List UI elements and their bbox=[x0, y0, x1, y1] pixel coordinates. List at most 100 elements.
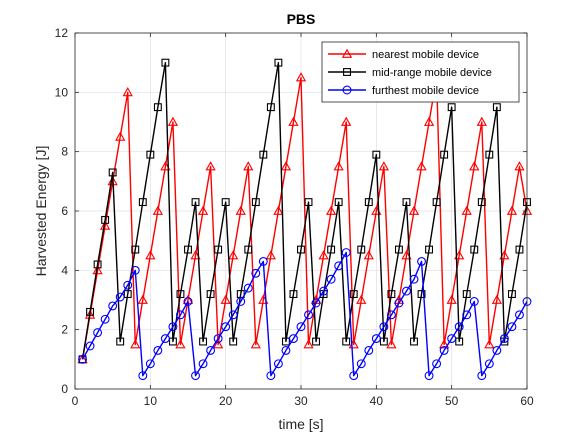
data-point-2 bbox=[78, 354, 87, 364]
series-2 bbox=[78, 248, 532, 381]
legend-label: furthest mobile device bbox=[372, 85, 479, 97]
data-point-1 bbox=[477, 198, 486, 207]
data-point-2 bbox=[198, 359, 208, 369]
data-point-2 bbox=[371, 334, 381, 344]
data-point-1 bbox=[342, 337, 351, 346]
data-point-2 bbox=[145, 359, 155, 369]
data-point-2 bbox=[243, 283, 253, 293]
data-point-0 bbox=[295, 72, 307, 82]
legend-label: nearest mobile device bbox=[372, 49, 479, 61]
data-point-1 bbox=[364, 198, 373, 207]
data-point-1 bbox=[357, 245, 366, 254]
data-point-2 bbox=[477, 371, 487, 381]
data-point-2 bbox=[326, 274, 336, 284]
data-point-0 bbox=[145, 250, 156, 260]
data-point-2 bbox=[206, 345, 216, 355]
data-point-1 bbox=[372, 150, 381, 159]
data-point-0 bbox=[235, 205, 246, 215]
data-point-2 bbox=[364, 345, 374, 355]
data-point-0 bbox=[363, 250, 374, 260]
legend-swatch-marker bbox=[343, 68, 351, 76]
data-point-1 bbox=[123, 290, 132, 299]
data-point-0 bbox=[356, 294, 367, 304]
data-point-0 bbox=[378, 161, 390, 171]
data-point-1 bbox=[93, 260, 102, 269]
data-point-0 bbox=[167, 116, 179, 126]
data-point-2 bbox=[507, 322, 517, 332]
data-point-1 bbox=[116, 337, 125, 346]
data-point-1 bbox=[425, 245, 434, 254]
data-point-1 bbox=[86, 307, 95, 316]
legend: nearest mobile device mid-range mobile de… bbox=[321, 41, 520, 103]
data-point-0 bbox=[228, 250, 239, 260]
data-point-1 bbox=[153, 103, 162, 112]
data-point-0 bbox=[190, 250, 201, 260]
data-point-1 bbox=[131, 245, 140, 254]
data-point-1 bbox=[274, 58, 283, 67]
data-point-2 bbox=[439, 345, 449, 355]
data-point-1 bbox=[515, 245, 524, 254]
data-point-0 bbox=[491, 294, 503, 304]
data-point-2 bbox=[349, 371, 359, 381]
x-axis-label: time [s] bbox=[278, 416, 323, 432]
data-point-0 bbox=[423, 116, 435, 126]
data-point-2 bbox=[417, 256, 426, 266]
data-point-1 bbox=[244, 245, 253, 254]
data-point-0 bbox=[92, 265, 103, 275]
data-point-2 bbox=[273, 359, 283, 369]
data-point-2 bbox=[379, 322, 389, 332]
data-point-0 bbox=[130, 339, 141, 349]
legend-swatch-marker bbox=[341, 48, 353, 58]
data-point-0 bbox=[461, 205, 472, 215]
data-point-2 bbox=[432, 359, 442, 369]
legend-item-2: furthest mobile device bbox=[328, 85, 479, 97]
data-point-1 bbox=[327, 245, 336, 254]
data-point-2 bbox=[191, 371, 200, 381]
data-point-0 bbox=[506, 205, 518, 215]
data-point-1 bbox=[462, 290, 471, 299]
data-point-1 bbox=[304, 198, 313, 207]
chart-title: PBS bbox=[287, 11, 316, 27]
data-point-2 bbox=[424, 371, 434, 381]
data-point-1 bbox=[312, 337, 321, 346]
data-point-2 bbox=[93, 328, 103, 338]
data-point-2 bbox=[462, 310, 472, 320]
data-point-2 bbox=[168, 322, 178, 332]
data-point-0 bbox=[197, 205, 209, 215]
data-point-0 bbox=[325, 205, 337, 215]
data-point-1 bbox=[440, 150, 449, 159]
data-point-2 bbox=[138, 371, 148, 381]
series-line-2 bbox=[81, 251, 528, 377]
data-point-0 bbox=[333, 161, 344, 171]
data-point-1 bbox=[281, 337, 290, 346]
x-tick-label: 40 bbox=[370, 394, 384, 408]
data-point-1 bbox=[138, 198, 147, 207]
data-point-0 bbox=[137, 294, 148, 304]
data-point-1 bbox=[206, 290, 215, 299]
data-point-1 bbox=[485, 150, 494, 159]
data-point-2 bbox=[153, 345, 163, 355]
data-point-0 bbox=[408, 205, 420, 215]
data-point-2 bbox=[515, 310, 524, 320]
y-tick-label: 10 bbox=[55, 85, 69, 99]
legend-item-0: nearest mobile device bbox=[328, 48, 479, 61]
legend-label: mid-range mobile device bbox=[372, 67, 492, 79]
y-tick-label: 0 bbox=[61, 382, 68, 396]
data-point-2 bbox=[221, 322, 231, 332]
data-point-0 bbox=[386, 339, 397, 349]
legend-swatch-marker bbox=[342, 85, 352, 95]
data-point-1 bbox=[334, 198, 343, 207]
data-point-2 bbox=[394, 298, 404, 308]
data-point-0 bbox=[303, 339, 314, 349]
legend-item-1: mid-range mobile device bbox=[328, 67, 492, 79]
data-point-1 bbox=[199, 337, 208, 346]
data-point-2 bbox=[100, 314, 110, 324]
data-point-0 bbox=[273, 205, 284, 215]
data-point-1 bbox=[394, 245, 403, 254]
data-point-1 bbox=[214, 245, 223, 254]
data-point-1 bbox=[221, 198, 230, 207]
data-point-1 bbox=[146, 150, 155, 159]
data-point-1 bbox=[161, 58, 170, 67]
y-tick-label: 4 bbox=[61, 263, 68, 277]
